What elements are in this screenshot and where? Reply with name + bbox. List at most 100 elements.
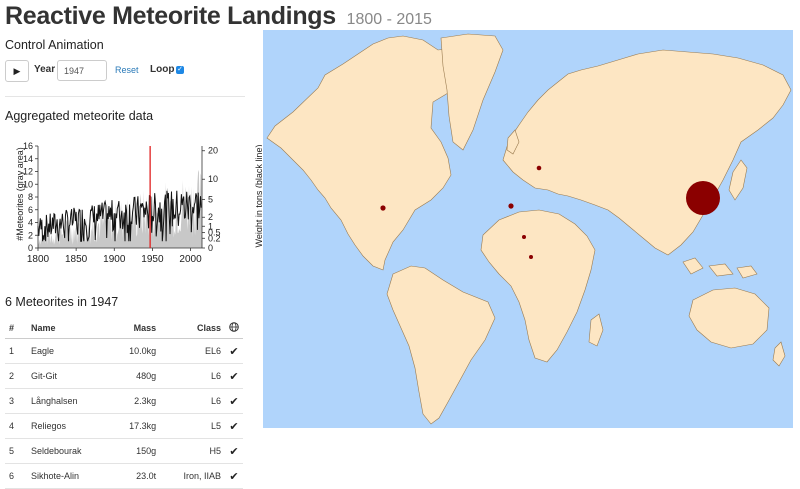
control-row: ▶ Year Reset Loop ✓: [5, 60, 245, 82]
marker-langhalsen[interactable]: [536, 165, 542, 171]
africa: [480, 209, 596, 363]
left-tick-label: 8: [28, 192, 33, 202]
col-mass: Mass: [110, 318, 161, 339]
row-class: L5: [160, 413, 225, 439]
left-tick-label: 12: [23, 167, 33, 177]
left-tick-label: 16: [23, 141, 33, 151]
meteorite-table: # Name Mass Class 1 Eagle 10.0kg EL6 ✔ 2 Git-…: [5, 318, 243, 489]
meteorite-count-heading: 6 Meteorites in 1947: [5, 295, 119, 309]
marker-reliegos[interactable]: [508, 203, 514, 209]
aggregated-heading: Aggregated meteorite data: [5, 109, 154, 123]
table-row[interactable]: 3 Långhalsen 2.3kg L6 ✔: [5, 388, 243, 414]
control-heading: Control Animation: [5, 38, 104, 52]
check-icon[interactable]: ✔: [225, 463, 243, 489]
row-name: Sikhote-Alin: [27, 463, 111, 489]
row-class: L6: [160, 363, 225, 389]
right-tick-label: 10: [208, 174, 218, 184]
left-tick-label: 0: [28, 243, 33, 253]
year-label: Year: [34, 64, 56, 75]
left-tick-label: 2: [28, 230, 33, 240]
page-subtitle: 1800 - 2015: [346, 11, 432, 28]
x-tick-label: 2000: [179, 254, 202, 265]
meteorite-chart: #Meteorites (gray area) Weight in tons (…: [15, 141, 262, 265]
col-number: #: [5, 318, 27, 339]
right-tick-label: 0.2: [208, 233, 221, 243]
row-mass: 10.0kg: [110, 338, 161, 364]
greenland: [440, 33, 504, 151]
divider: [5, 96, 245, 97]
page-title: Reactive Meteorite Landings 1800 - 2015: [5, 2, 432, 30]
check-icon[interactable]: ✔: [225, 388, 243, 414]
land-masses: [266, 33, 792, 425]
table-row[interactable]: 4 Reliegos 17.3kg L5 ✔: [5, 413, 243, 439]
row-name: Långhalsen: [27, 388, 111, 414]
reset-link[interactable]: Reset: [115, 65, 139, 75]
row-mass: 150g: [110, 438, 161, 464]
north-america: [266, 35, 462, 271]
play-icon: ▶: [13, 66, 21, 76]
table-row[interactable]: 1 Eagle 10.0kg EL6 ✔: [5, 338, 243, 364]
check-icon[interactable]: ✔: [225, 438, 243, 464]
south-america: [386, 265, 496, 425]
table-row[interactable]: 6 Sikhote-Alin 23.0t Iron, IIAB ✔: [5, 463, 243, 489]
row-number: 3: [5, 388, 27, 414]
right-tick-label: 2: [208, 212, 213, 222]
loop-checkbox[interactable]: ✓: [176, 66, 184, 74]
weight-line-path: [37, 190, 202, 242]
row-mass: 480g: [110, 363, 161, 389]
check-icon[interactable]: ✔: [225, 413, 243, 439]
row-number: 2: [5, 363, 27, 389]
row-number: 1: [5, 338, 27, 364]
col-class: Class: [160, 318, 225, 339]
check-icon[interactable]: ✔: [225, 363, 243, 389]
x-tick-label: 1800: [27, 254, 50, 265]
row-name: Reliegos: [27, 413, 111, 439]
new-zealand: [772, 341, 786, 367]
row-number: 6: [5, 463, 27, 489]
x-tick-label: 1900: [103, 254, 126, 265]
row-name: Eagle: [27, 338, 111, 364]
row-mass: 17.3kg: [110, 413, 161, 439]
right-axis-label: Weight in tons (black line): [254, 145, 262, 248]
marker-git-git[interactable]: [529, 255, 533, 259]
marker-sikhote-alin[interactable]: [686, 181, 720, 215]
x-tick-label: 1950: [141, 254, 164, 265]
play-button[interactable]: ▶: [5, 60, 29, 82]
right-tick-label: 20: [208, 146, 218, 156]
weight-line: [37, 190, 202, 242]
meteorite-markers: [380, 165, 720, 259]
loop-label: Loop: [150, 64, 175, 75]
col-name: Name: [27, 318, 111, 339]
left-axis-label: #Meteorites (gray area): [15, 147, 25, 241]
uk: [506, 129, 520, 155]
australia: [688, 287, 770, 349]
row-mass: 23.0t: [110, 463, 161, 489]
table-header: # Name Mass Class: [5, 318, 243, 339]
japan: [728, 159, 748, 201]
left-tick-label: 14: [23, 154, 33, 164]
left-tick-label: 4: [28, 218, 33, 228]
year-input[interactable]: [57, 60, 107, 81]
indonesia: [682, 257, 758, 279]
table-row[interactable]: 2 Git-Git 480g L6 ✔: [5, 363, 243, 389]
row-class: Iron, IIAB: [160, 463, 225, 489]
world-map[interactable]: [263, 30, 793, 428]
row-mass: 2.3kg: [110, 388, 161, 414]
left-tick-label: 6: [28, 205, 33, 215]
marker-eagle[interactable]: [380, 205, 386, 211]
check-icon[interactable]: ✔: [225, 338, 243, 364]
table-row[interactable]: 5 Seldebourak 150g H5 ✔: [5, 438, 243, 464]
right-tick-label: 5: [208, 194, 213, 204]
right-tick-label: 1: [208, 221, 213, 231]
left-tick-label: 10: [23, 179, 33, 189]
row-name: Git-Git: [27, 363, 111, 389]
right-tick-label: 0.5: [208, 228, 221, 238]
row-class: L6: [160, 388, 225, 414]
row-number: 4: [5, 413, 27, 439]
madagascar: [588, 313, 604, 347]
globe-icon: [225, 318, 243, 339]
marker-seldebourak[interactable]: [522, 235, 526, 239]
row-number: 5: [5, 438, 27, 464]
row-class: H5: [160, 438, 225, 464]
row-class: EL6: [160, 338, 225, 364]
